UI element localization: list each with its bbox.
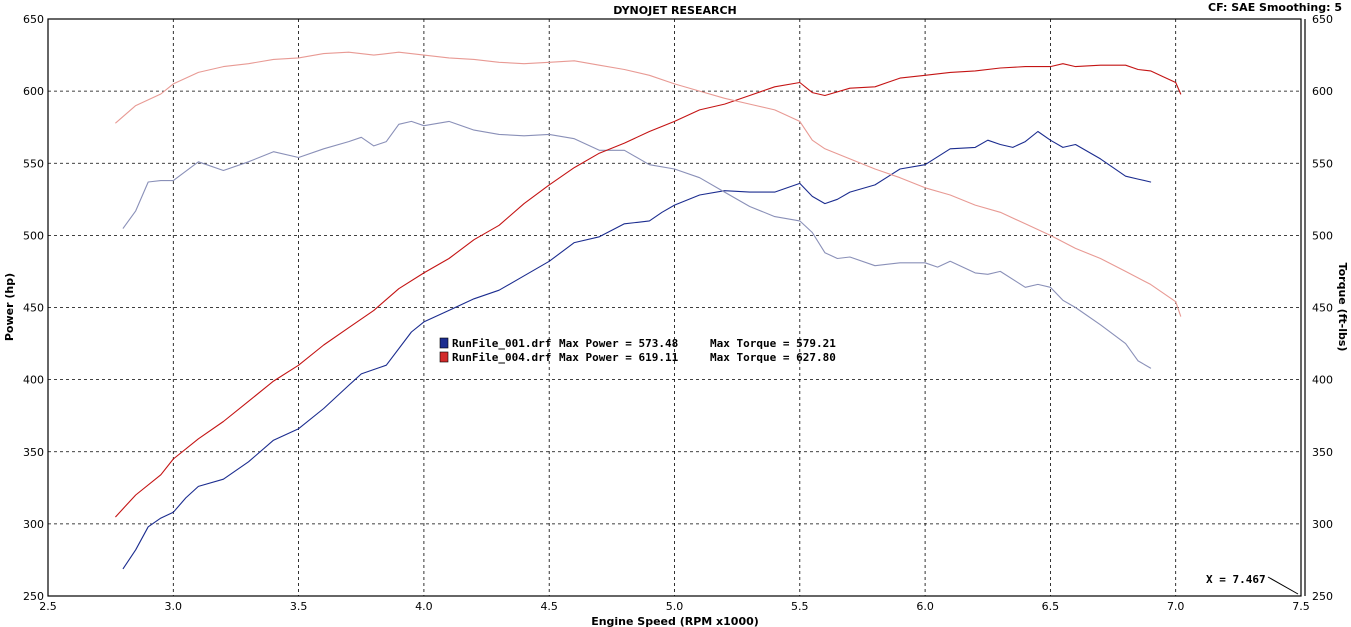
x-tick-label: 6.5 [1042, 600, 1060, 613]
legend-file-run4: RunFile_004.drf [452, 351, 551, 364]
grid-lines [48, 19, 1301, 596]
cursor-readout[interactable]: X = 7.467 [1206, 573, 1299, 595]
y-tick-label: 550 [23, 157, 44, 170]
x-tick-label: 6.0 [916, 600, 934, 613]
y-tick-label: 300 [23, 518, 44, 531]
x-tick-label: 7.0 [1167, 600, 1185, 613]
y-tick-label: 450 [23, 302, 44, 315]
y2-tick-label: 500 [1312, 229, 1333, 242]
legend-power-run1: Max Power = 573.48 [559, 337, 678, 350]
y2-tick-label: 650 [1312, 13, 1333, 26]
y-tick-label: 650 [23, 13, 44, 26]
x-tick-labels: 2.5 3.0 3.5 4.0 4.5 5.0 5.5 6.0 6.5 7.0 7.5 [39, 600, 1310, 613]
y2-tick-label: 450 [1312, 302, 1333, 315]
chart-settings: CF: SAE Smoothing: 5 [1208, 1, 1342, 14]
y-axis-label-right: Torque (ft-lbs) [1336, 263, 1349, 352]
cursor-pointer [1267, 576, 1299, 595]
y-tick-label: 350 [23, 446, 44, 459]
x-tick-label: 3.0 [165, 600, 183, 613]
chart-title: DYNOJET RESEARCH [613, 4, 736, 17]
series-line-1 [122, 120, 1152, 369]
x-tick-label: 2.5 [39, 600, 57, 613]
y2-tick-label: 300 [1312, 518, 1333, 531]
y2-tick-label: 600 [1312, 85, 1333, 98]
y-tick-labels-left: 250 300 350 400 450 500 550 600 650 [23, 13, 44, 603]
legend-swatch-run1 [439, 337, 449, 349]
y-tick-labels-right: 250 300 350 400 450 500 550 600 650 [1312, 13, 1333, 603]
x-tick-label: 5.5 [791, 600, 809, 613]
x-tick-label: 3.5 [290, 600, 308, 613]
x-tick-label: 4.5 [540, 600, 558, 613]
y2-tick-label: 350 [1312, 446, 1333, 459]
x-tick-label: 5.0 [666, 600, 684, 613]
x-tick-label: 4.0 [415, 600, 433, 613]
x-tick-label: 7.5 [1292, 600, 1310, 613]
cursor-label: X = 7.467 [1206, 573, 1266, 586]
y2-tick-label: 400 [1312, 374, 1333, 387]
y-axis-label-left: Power (hp) [3, 273, 16, 341]
legend-torque-run4: Max Torque = 627.80 [710, 351, 836, 364]
y2-tick-label: 250 [1312, 590, 1333, 603]
y-tick-label: 250 [23, 590, 44, 603]
data-series [115, 51, 1182, 570]
y-tick-label: 600 [23, 85, 44, 98]
series-line-0 [122, 130, 1152, 570]
y-tick-label: 500 [23, 229, 44, 242]
legend: RunFile_001.drf Max Power = 573.48 Max T… [439, 337, 836, 364]
series-line-2 [115, 63, 1182, 518]
y2-tick-label: 550 [1312, 157, 1333, 170]
legend-file-run1: RunFile_001.drf [452, 337, 551, 350]
series-line-3 [115, 51, 1182, 317]
y-tick-label: 400 [23, 374, 44, 387]
x-axis-label: Engine Speed (RPM x1000) [591, 615, 759, 627]
legend-swatch-run4 [439, 351, 449, 363]
legend-power-run4: Max Power = 619.11 [559, 351, 679, 364]
legend-torque-run1: Max Torque = 579.21 [710, 337, 836, 350]
plot-frame [47, 18, 1302, 597]
